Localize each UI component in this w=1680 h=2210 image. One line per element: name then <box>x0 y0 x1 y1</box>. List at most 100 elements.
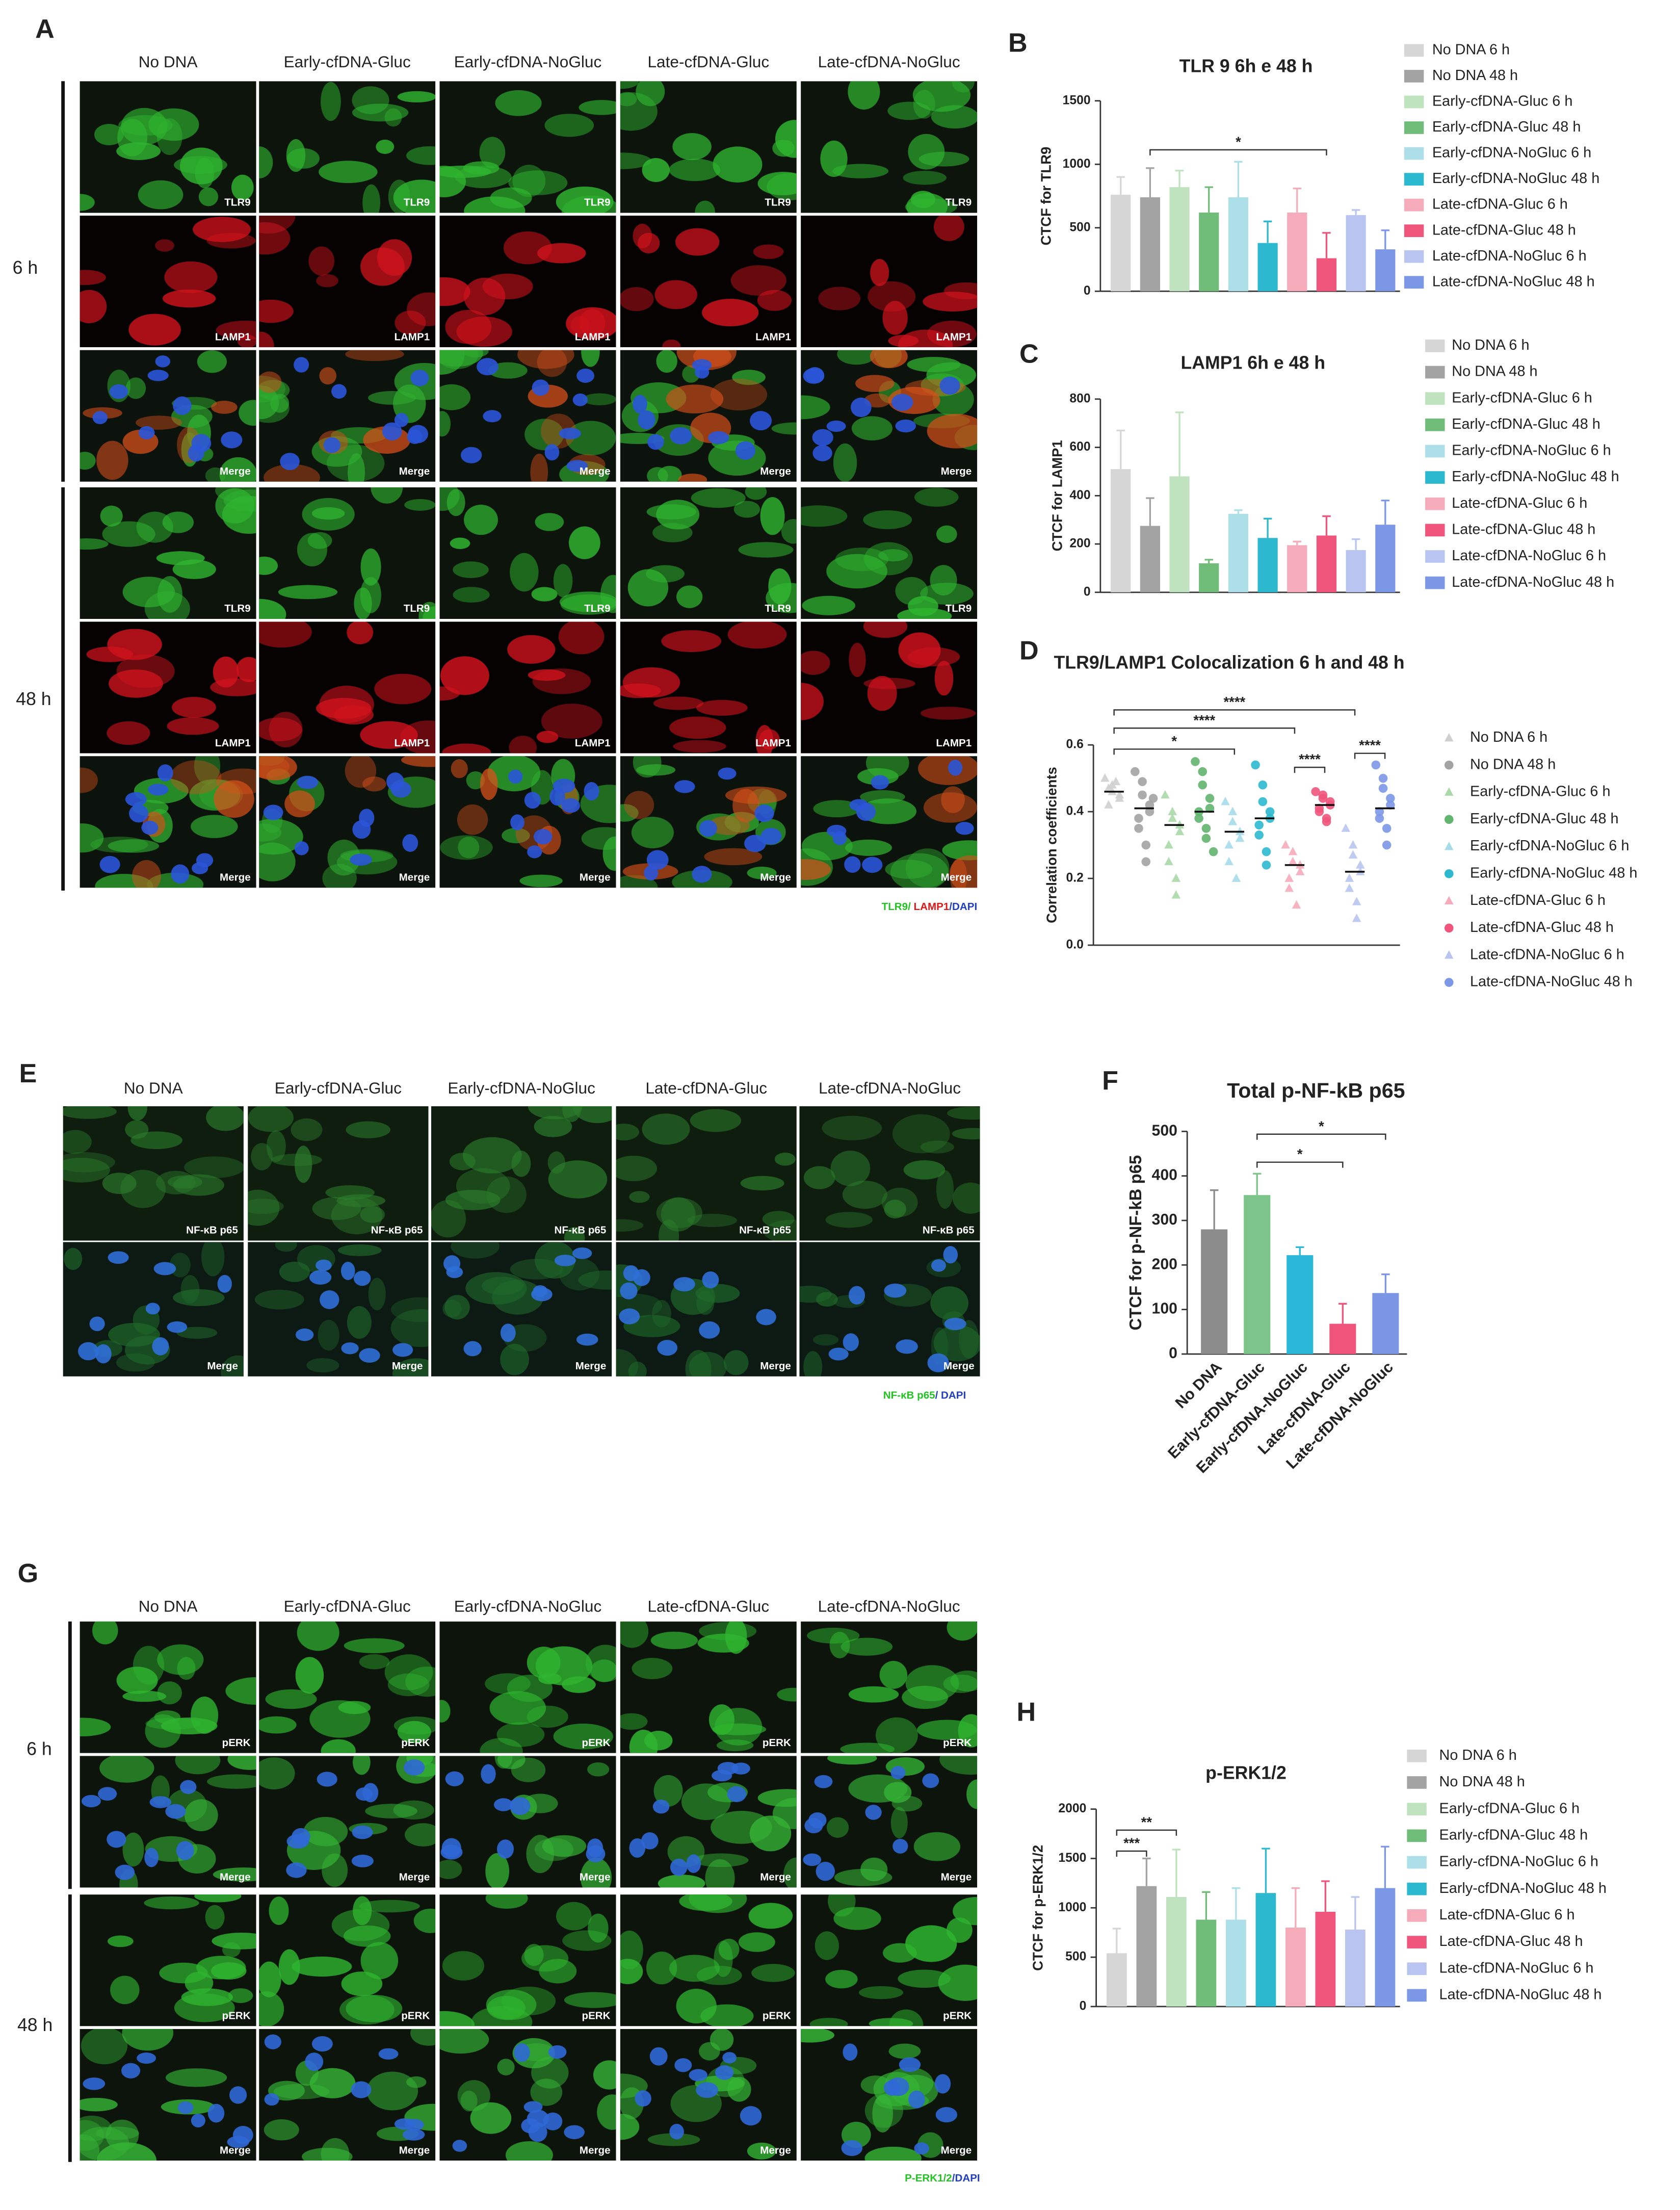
cell <box>81 2029 128 2065</box>
bar <box>1106 1953 1127 2007</box>
point <box>1104 800 1113 809</box>
micrograph <box>248 1242 429 1376</box>
cell <box>636 764 676 776</box>
legend-label: Late-cfDNA-Gluc 6 h <box>1432 196 1568 213</box>
nucleus <box>155 355 171 368</box>
cell <box>94 124 124 146</box>
nucleus <box>402 834 418 852</box>
channel-label: Merge <box>220 465 251 477</box>
point <box>1198 780 1208 790</box>
cell <box>860 1857 888 1882</box>
cell <box>842 1180 887 1209</box>
cell <box>562 1676 596 1693</box>
cell <box>266 1130 286 1162</box>
cell <box>193 217 251 242</box>
column-label: Late-cfDNA-NoGluc <box>818 53 960 71</box>
bar <box>1169 187 1190 292</box>
caption-segment: / <box>908 901 913 913</box>
cell <box>460 2090 478 2112</box>
nucleus <box>844 856 861 873</box>
nucleus <box>323 437 341 453</box>
cell <box>646 504 696 519</box>
error-bar <box>1252 1173 1262 1195</box>
nucleus <box>635 2090 651 2107</box>
cell <box>771 422 797 435</box>
cell <box>943 282 978 299</box>
cell <box>803 1166 835 1189</box>
micrograph <box>80 621 256 753</box>
cell <box>206 232 256 249</box>
cell <box>347 1306 372 1339</box>
cell <box>122 577 175 608</box>
point <box>1141 857 1151 867</box>
point <box>1191 757 1200 766</box>
cell <box>633 223 652 249</box>
legend-label: Late-cfDNA-Gluc 6 h <box>1470 892 1606 908</box>
nucleus <box>576 369 595 383</box>
bar <box>1329 1323 1356 1354</box>
cell <box>107 629 162 660</box>
nucleus <box>148 784 169 796</box>
panel-letter: B <box>1008 29 1028 58</box>
error-bar <box>1234 509 1243 514</box>
cell <box>384 1654 433 1691</box>
nucleus <box>378 2048 399 2060</box>
nucleus <box>623 1265 639 1282</box>
cell <box>872 2095 894 2133</box>
micrograph <box>259 1621 436 1753</box>
cell <box>185 1971 214 1994</box>
channel-label: Merge <box>399 465 430 477</box>
micrograph <box>259 81 436 213</box>
cell <box>766 583 797 613</box>
point <box>1164 840 1173 849</box>
channel-label: pERK <box>943 1737 972 1749</box>
channel-label: LAMP1 <box>215 737 251 749</box>
channel-label: pERK <box>582 2010 611 2022</box>
error-bar <box>1204 559 1213 563</box>
cell <box>585 1645 616 1682</box>
cell <box>248 1189 280 1226</box>
cell <box>170 760 222 794</box>
micrograph <box>620 350 797 482</box>
micrograph <box>259 2029 436 2161</box>
nucleus <box>686 1854 701 1873</box>
cell <box>406 146 436 165</box>
micrograph <box>259 350 436 482</box>
micrograph <box>439 215 616 348</box>
bar <box>1345 1929 1366 2007</box>
cell <box>868 281 916 312</box>
cell <box>109 669 163 698</box>
cell <box>309 2068 356 2098</box>
bar <box>1244 1195 1271 1354</box>
cell <box>366 2071 418 2111</box>
error-bar <box>1381 229 1390 250</box>
cell <box>264 464 320 482</box>
micrograph <box>439 621 616 753</box>
micrograph <box>616 1242 797 1376</box>
legend-marker <box>1444 923 1454 933</box>
cell <box>597 2094 616 2130</box>
cell <box>725 1621 747 1654</box>
cell <box>912 81 971 112</box>
point <box>1164 856 1173 866</box>
significance-bracket <box>1354 752 1386 759</box>
cell <box>259 621 312 648</box>
cell <box>439 350 465 375</box>
nucleus <box>108 1251 129 1264</box>
cell <box>390 1297 429 1322</box>
y-tick-label: 0.0 <box>1066 938 1084 952</box>
column-label: Early-cfDNA-NoGluc <box>448 1079 595 1097</box>
error-bar <box>1142 1857 1151 1886</box>
y-tick-label: 2000 <box>1058 1802 1086 1815</box>
cell <box>319 161 378 184</box>
significance-label: ** <box>1141 1814 1152 1830</box>
nucleus <box>843 2043 858 2061</box>
cell <box>705 1859 735 1888</box>
cell <box>588 1913 609 1943</box>
cell <box>96 2142 156 2161</box>
point <box>1382 824 1392 833</box>
nucleus <box>496 1839 514 1859</box>
nucleus <box>884 1283 907 1298</box>
point <box>1171 890 1181 899</box>
cell <box>653 696 704 710</box>
